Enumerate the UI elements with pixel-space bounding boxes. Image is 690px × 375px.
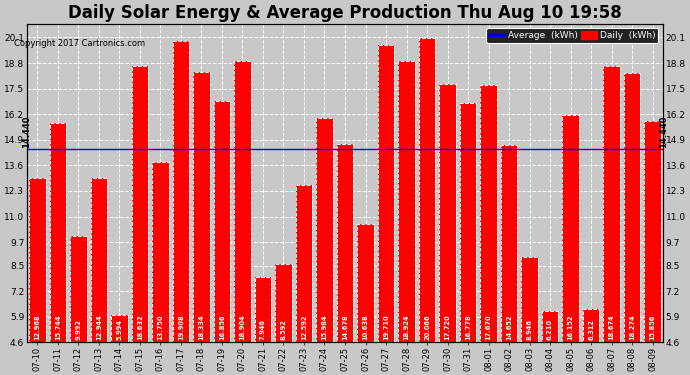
Text: 18.904: 18.904 — [239, 315, 246, 340]
Bar — [378, 45, 394, 342]
Bar — [562, 115, 579, 342]
Bar — [275, 264, 292, 342]
Text: 5.994: 5.994 — [117, 320, 122, 340]
Title: Daily Solar Energy & Average Production Thu Aug 10 19:58: Daily Solar Energy & Average Production … — [68, 4, 622, 22]
Bar — [522, 257, 538, 342]
Bar — [152, 162, 168, 342]
Text: 8.946: 8.946 — [526, 320, 533, 340]
Text: 20.066: 20.066 — [424, 315, 430, 340]
Text: Copyright 2017 Cartronics.com: Copyright 2017 Cartronics.com — [14, 39, 145, 48]
Bar — [398, 61, 415, 342]
Bar — [275, 264, 292, 342]
Text: 15.744: 15.744 — [55, 315, 61, 340]
Bar — [29, 178, 46, 342]
Text: 16.778: 16.778 — [465, 315, 471, 340]
Bar — [542, 311, 558, 342]
Bar — [296, 185, 312, 342]
Text: 14.678: 14.678 — [342, 315, 348, 340]
Bar — [644, 121, 661, 342]
Bar — [357, 224, 374, 342]
Bar — [193, 72, 210, 342]
Text: 10.638: 10.638 — [362, 315, 368, 340]
Bar — [50, 123, 66, 342]
Text: 14.440: 14.440 — [21, 116, 30, 148]
Bar — [460, 103, 476, 342]
Bar — [624, 74, 640, 342]
Text: 13.750: 13.750 — [157, 315, 164, 340]
Bar — [604, 66, 620, 342]
Bar — [316, 118, 333, 342]
Bar — [357, 224, 374, 342]
Text: 6.210: 6.210 — [547, 320, 553, 340]
Bar — [337, 144, 353, 342]
Bar — [316, 118, 333, 342]
Bar — [70, 236, 86, 342]
Text: 8.592: 8.592 — [280, 320, 286, 340]
Text: 16.152: 16.152 — [568, 315, 573, 340]
Legend: Average  (kWh), Daily  (kWh): Average (kWh), Daily (kWh) — [486, 28, 658, 43]
Text: 12.944: 12.944 — [96, 315, 102, 340]
Text: 12.968: 12.968 — [34, 315, 40, 340]
Bar — [644, 121, 661, 342]
Bar — [255, 277, 271, 342]
Bar — [398, 61, 415, 342]
Bar — [214, 101, 230, 342]
Bar — [255, 277, 271, 342]
Bar — [378, 45, 394, 342]
Text: 17.670: 17.670 — [486, 315, 491, 340]
Text: 18.924: 18.924 — [404, 315, 410, 340]
Bar — [90, 178, 107, 342]
Bar — [29, 178, 46, 342]
Bar — [501, 145, 518, 342]
Bar — [583, 309, 600, 342]
Bar — [562, 115, 579, 342]
Bar — [50, 123, 66, 342]
Text: 16.856: 16.856 — [219, 315, 225, 340]
Text: 14.440: 14.440 — [660, 116, 669, 148]
Bar — [583, 309, 600, 342]
Bar — [419, 38, 435, 342]
Bar — [111, 315, 128, 342]
Bar — [480, 85, 497, 342]
Bar — [111, 315, 128, 342]
Text: 7.946: 7.946 — [260, 320, 266, 340]
Text: 15.856: 15.856 — [650, 315, 656, 340]
Text: 17.720: 17.720 — [444, 315, 451, 340]
Text: 14.652: 14.652 — [506, 315, 512, 340]
Bar — [132, 66, 148, 342]
Bar — [542, 311, 558, 342]
Text: 6.312: 6.312 — [588, 320, 594, 340]
Text: 18.334: 18.334 — [199, 315, 204, 340]
Text: 19.710: 19.710 — [383, 315, 389, 340]
Bar — [337, 144, 353, 342]
Bar — [419, 38, 435, 342]
Bar — [522, 257, 538, 342]
Bar — [234, 61, 250, 342]
Bar — [624, 74, 640, 342]
Bar — [172, 41, 189, 342]
Text: 15.984: 15.984 — [322, 315, 328, 340]
Bar — [193, 72, 210, 342]
Bar — [152, 162, 168, 342]
Bar — [440, 84, 456, 342]
Bar — [132, 66, 148, 342]
Bar — [296, 185, 312, 342]
Text: 18.274: 18.274 — [629, 315, 635, 340]
Bar — [70, 236, 86, 342]
Text: 18.674: 18.674 — [609, 315, 615, 340]
Bar — [90, 178, 107, 342]
Text: 18.632: 18.632 — [137, 315, 143, 340]
Bar — [234, 61, 250, 342]
Bar — [440, 84, 456, 342]
Bar — [480, 85, 497, 342]
Bar — [172, 41, 189, 342]
Text: 19.908: 19.908 — [178, 315, 184, 340]
Text: 12.592: 12.592 — [301, 315, 307, 340]
Bar — [501, 145, 518, 342]
Bar — [604, 66, 620, 342]
Bar — [460, 103, 476, 342]
Bar — [214, 101, 230, 342]
Text: 9.992: 9.992 — [75, 320, 81, 340]
